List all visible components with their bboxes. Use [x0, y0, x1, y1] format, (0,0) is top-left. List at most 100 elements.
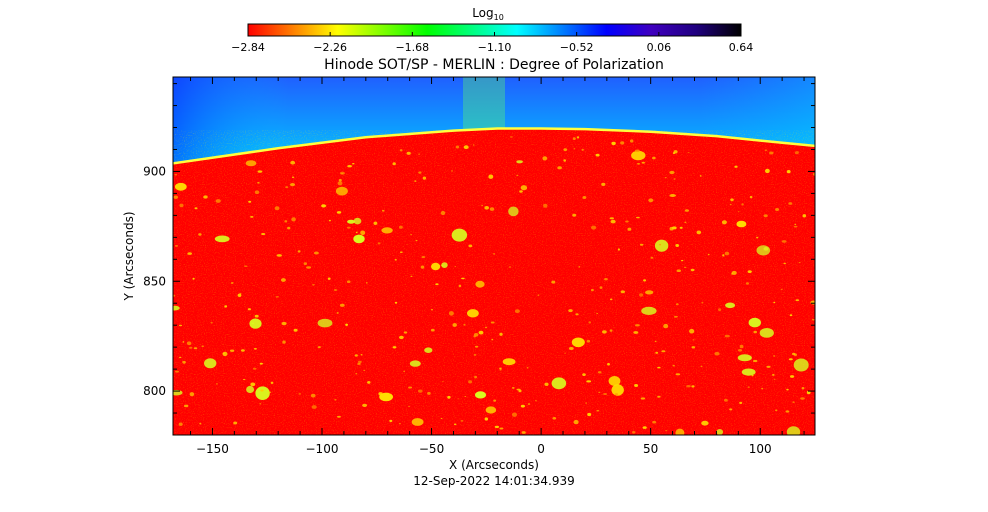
colorbar-tick-label: −0.52 [560, 41, 594, 54]
plage-spot [786, 426, 801, 435]
y-axis-label: Y (Arcseconds) [122, 211, 136, 301]
plage-spot [739, 401, 743, 405]
plage-spot [463, 324, 466, 326]
plage-spot [801, 387, 805, 390]
plage-spot [455, 145, 460, 149]
plage-spot [224, 305, 228, 308]
plage-spot [377, 242, 381, 245]
plage-spot [586, 380, 592, 383]
plage-spot [521, 431, 526, 434]
plage-spot [780, 288, 783, 290]
plage-spot [518, 389, 522, 393]
plage-spot [665, 177, 667, 179]
plage-spot [415, 239, 418, 242]
plage-spot [474, 345, 479, 348]
plage-spot [610, 219, 616, 224]
plage-spot [578, 266, 581, 268]
plage-spot [327, 277, 331, 280]
plage-spot [654, 340, 657, 342]
plage-spot [792, 401, 795, 403]
x-tick-label: −150 [196, 442, 229, 456]
plage-spot [282, 340, 286, 344]
plage-spot [535, 399, 537, 402]
plage-spot [691, 346, 696, 349]
plage-spot [630, 139, 634, 143]
plage-spot [467, 309, 479, 318]
plage-spot [347, 226, 351, 229]
plage-spot [792, 352, 796, 356]
plage-spot [488, 174, 494, 179]
plage-spot [564, 352, 567, 354]
plage-spot [291, 217, 296, 222]
x-tick-label: −100 [306, 442, 339, 456]
plage-spot [737, 211, 740, 213]
plage-spot [297, 250, 301, 253]
plage-spot [672, 152, 676, 155]
plage-spot [230, 282, 234, 284]
plage-spot [193, 347, 198, 350]
plage-spot [783, 262, 786, 265]
plage-spot [194, 207, 198, 210]
plage-spot [527, 403, 531, 405]
plage-spot [763, 214, 768, 218]
plage-spot [676, 269, 681, 273]
plage-spot [336, 211, 342, 214]
plage-spot [588, 321, 591, 324]
plage-spot [408, 386, 413, 389]
plage-spot [201, 345, 204, 348]
plage-spot [516, 160, 523, 164]
timestamp: 12-Sep-2022 14:01:34.939 [413, 474, 575, 488]
plage-spot [399, 149, 403, 152]
colorbar-tick-label: 0.64 [729, 41, 754, 54]
plage-spot [737, 349, 743, 352]
y-tick-label: 900 [143, 164, 166, 178]
plage-spot [673, 178, 676, 180]
plage-spot [484, 206, 490, 210]
plage-spot [451, 228, 468, 242]
colorbar-tick-label: 0.06 [647, 41, 672, 54]
plage-spot [431, 309, 433, 311]
plage-spot [484, 417, 488, 421]
plage-spot [806, 390, 811, 395]
plage-spot [362, 403, 368, 407]
plage-spot [182, 360, 186, 364]
plage-spot [414, 180, 417, 183]
plage-spot [317, 346, 321, 349]
plage-spot [440, 417, 443, 419]
plage-spot [681, 259, 684, 262]
plage-spot [427, 391, 431, 395]
plage-spot [275, 296, 279, 298]
plage-spot [257, 170, 263, 173]
y-axis-ticks: 800 850 900 [143, 83, 815, 414]
plage-spot [611, 384, 624, 396]
plage-spot [241, 349, 245, 352]
plage-spot [489, 207, 495, 211]
plage-spot [637, 162, 640, 165]
plage-spot [248, 200, 252, 203]
plage-spot [339, 303, 345, 307]
plage-spot [802, 214, 807, 218]
plage-spot [448, 311, 454, 316]
plage-spot [510, 136, 513, 138]
plage-spot [699, 175, 702, 177]
plage-spot [701, 301, 704, 304]
plage-spot [453, 423, 457, 426]
plage-spot [210, 321, 213, 324]
plage-spot [526, 367, 529, 369]
plage-spot [473, 354, 477, 356]
plage-spot [675, 303, 679, 306]
plage-spot [312, 284, 315, 286]
plage-spot [422, 176, 427, 180]
plage-spot [254, 190, 260, 194]
plage-spot [775, 208, 780, 211]
plage-spot [591, 288, 594, 292]
plage-spot [729, 408, 733, 411]
plage-spot [636, 216, 640, 219]
plage-spot [310, 393, 316, 398]
plage-spot [771, 374, 775, 376]
plage-spot [725, 302, 736, 309]
plage-spot [756, 245, 771, 256]
plage-spot [552, 417, 557, 420]
plage-spot [336, 415, 341, 418]
plage-spot [274, 206, 280, 211]
